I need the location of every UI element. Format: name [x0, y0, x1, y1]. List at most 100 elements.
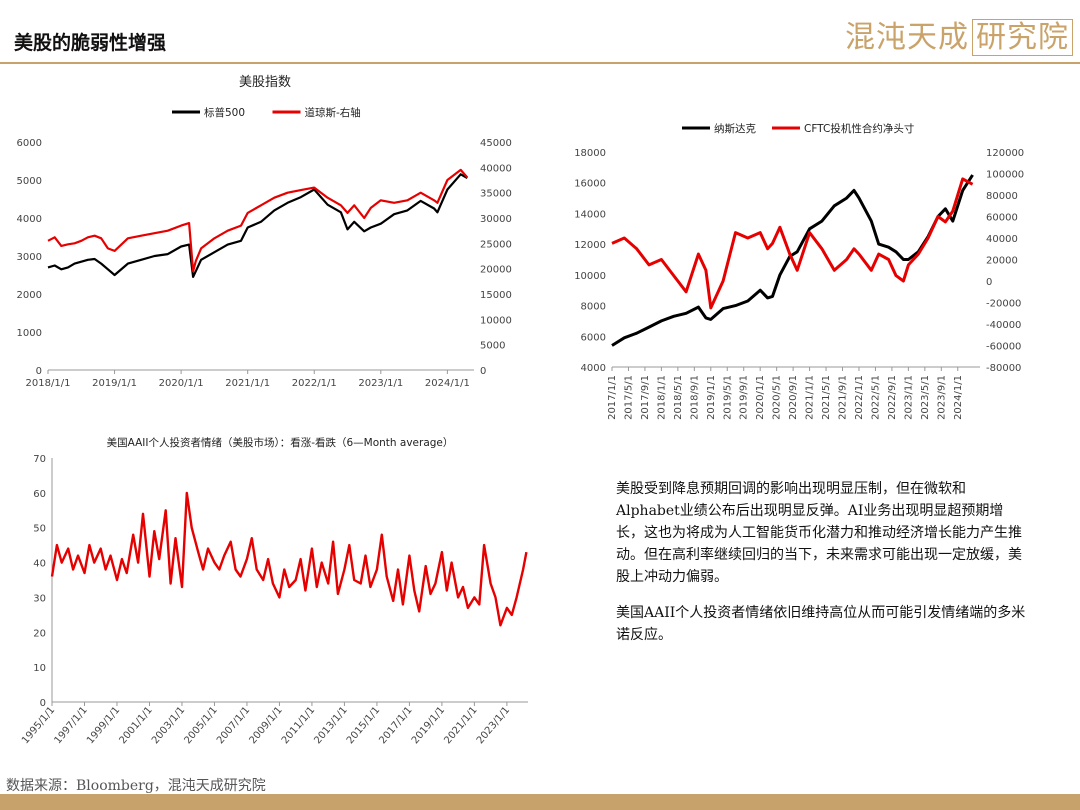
- legend-label-1: 道琼斯-右轴: [305, 106, 361, 119]
- x-tick-label: 2009/1/1: [247, 705, 284, 746]
- us-stock-index-chart: 美股指数 0 1000 2000 3000 4000 5000 6000 0 5000 10000 1…: [17, 75, 512, 389]
- commentary: 美股受到降息预期回调的影响出现明显压制，但在微软和Alphabet业绩公布后出现…: [616, 478, 1026, 660]
- y-tick-label: 50: [33, 524, 46, 535]
- y-tick-label: 16000: [574, 179, 606, 190]
- legend-label-0: 纳斯达克: [714, 122, 756, 135]
- x-tick-label: 2023/9/1: [936, 375, 947, 420]
- x-tick-label: 1997/1/1: [52, 705, 89, 746]
- x-tick-label: 2017/1/1: [377, 705, 414, 746]
- y2-tick-label: 15000: [480, 290, 512, 301]
- y-tick-label: 30: [33, 593, 46, 604]
- legend-label-0: 标普500: [204, 106, 245, 119]
- y2-tick-label: 80000: [986, 191, 1018, 202]
- y2-tick-label: 0: [480, 366, 486, 377]
- y2-tick-label: 35000: [480, 189, 512, 200]
- x-tick-label: 2024/1/1: [425, 378, 470, 389]
- header-divider: [0, 62, 1080, 64]
- x-tick-label: 2019/1/1: [706, 375, 717, 420]
- y-tick-label: 8000: [581, 302, 606, 313]
- x-tick-label: 2020/9/1: [788, 375, 799, 420]
- y2-tick-label: -60000: [986, 342, 1021, 353]
- y2-tick-label: -20000: [986, 299, 1021, 310]
- y2-tick-label: 120000: [986, 148, 1024, 159]
- x-tick-label: 2021/9/1: [838, 375, 849, 420]
- x-tick-label: 2022/9/1: [887, 375, 898, 420]
- company-logo: 混沌天成 研究院: [845, 12, 1073, 56]
- y2-tick-label: 25000: [480, 239, 512, 250]
- y2-tick-label: 0: [986, 277, 992, 288]
- x-tick-label: 2020/1/1: [755, 375, 766, 420]
- x-tick-label: 2018/9/1: [689, 375, 700, 420]
- series-line-1: [611, 177, 974, 310]
- series-line-0: [50, 491, 528, 627]
- y-tick-label: 12000: [574, 240, 606, 251]
- x-tick-label: 2011/1/1: [280, 705, 317, 746]
- y-tick-label: 20: [33, 628, 46, 639]
- x-tick-label: 2020/5/1: [772, 375, 783, 420]
- y2-tick-label: -80000: [986, 363, 1021, 374]
- y-tick-label: 5000: [17, 176, 42, 187]
- commentary-paragraph-1: 美股受到降息预期回调的影响出现明显压制，但在微软和Alphabet业绩公布后出现…: [616, 481, 1022, 585]
- x-tick-label: 2013/1/1: [312, 705, 349, 746]
- x-tick-label: 2023/1/1: [475, 705, 512, 746]
- chart-title: 美股指数: [239, 75, 291, 90]
- series-line-0: [611, 174, 974, 347]
- chart-title: 美国AAII个人投资者情绪（美股市场）：看涨-看跌（6—Month averag…: [107, 436, 454, 449]
- legend-label-1: CFTC投机性合约净头寸: [804, 122, 914, 135]
- y2-tick-label: 45000: [480, 138, 512, 149]
- y-tick-label: 4000: [17, 214, 42, 225]
- y-tick-label: 0: [36, 366, 42, 377]
- x-tick-label: 2003/1/1: [150, 705, 187, 746]
- x-tick-label: 2015/1/1: [345, 705, 382, 746]
- x-tick-label: 2019/9/1: [739, 375, 750, 420]
- footer-bar: [0, 794, 1080, 810]
- y-tick-label: 6000: [17, 138, 42, 149]
- x-tick-label: 2001/1/1: [117, 705, 154, 746]
- y-tick-label: 40: [33, 559, 46, 570]
- aaii-sentiment-chart: 美国AAII个人投资者情绪（美股市场）：看涨-看跌（6—Month averag…: [20, 436, 528, 746]
- y-tick-label: 6000: [581, 332, 606, 343]
- y-tick-label: 18000: [574, 148, 606, 159]
- x-tick-label: 2022/1/1: [854, 375, 865, 420]
- y2-tick-label: 10000: [480, 315, 512, 326]
- y2-tick-label: 100000: [986, 170, 1024, 181]
- nasdaq-cftc-chart: 4000 6000 8000 10000 12000 14000 16000 18000 -80…: [574, 122, 1024, 420]
- y2-tick-label: 40000: [986, 234, 1018, 245]
- y-tick-label: 4000: [581, 363, 606, 374]
- series-line-0: [47, 173, 468, 278]
- y-tick-label: 2000: [17, 290, 42, 301]
- x-tick-label: 2017/9/1: [640, 375, 651, 420]
- x-tick-label: 2023/1/1: [903, 375, 914, 420]
- y2-tick-label: 20000: [480, 265, 512, 276]
- page-title: 美股的脆弱性增强: [14, 32, 167, 54]
- y2-tick-label: -40000: [986, 320, 1021, 331]
- x-tick-label: 2021/1/1: [225, 378, 270, 389]
- x-tick-label: 2022/5/1: [870, 375, 881, 420]
- x-tick-label: 2021/1/1: [442, 705, 479, 746]
- x-tick-label: 2020/1/1: [159, 378, 204, 389]
- x-tick-label: 2017/5/1: [623, 375, 634, 420]
- x-tick-label: 2005/1/1: [182, 705, 219, 746]
- y2-tick-label: 5000: [480, 341, 505, 352]
- x-tick-label: 2018/5/1: [673, 375, 684, 420]
- x-tick-label: 2024/1/1: [953, 375, 964, 420]
- logo-text: 混沌天成: [845, 20, 969, 55]
- series-line-1: [47, 168, 469, 273]
- y-tick-label: 1000: [17, 328, 42, 339]
- x-tick-label: 2021/1/1: [805, 375, 816, 420]
- x-tick-label: 2023/1/1: [358, 378, 403, 389]
- y2-tick-label: 30000: [480, 214, 512, 225]
- y-tick-label: 0: [40, 698, 46, 709]
- y-tick-label: 60: [33, 489, 46, 500]
- x-tick-label: 2017/1/1: [607, 375, 618, 420]
- y-tick-label: 70: [33, 454, 46, 465]
- x-tick-label: 2019/1/1: [92, 378, 137, 389]
- y-tick-label: 10: [33, 663, 46, 674]
- y2-tick-label: 20000: [986, 256, 1018, 267]
- commentary-paragraph-2: 美国AAII个人投资者情绪依旧维持高位从而可能引发情绪端的多米诺反应。: [616, 605, 1026, 643]
- x-tick-label: 2018/1/1: [656, 375, 667, 420]
- x-tick-label: 2007/1/1: [215, 705, 252, 746]
- x-tick-label: 2021/5/1: [821, 375, 832, 420]
- y-tick-label: 3000: [17, 252, 42, 263]
- x-tick-label: 2018/1/1: [26, 378, 71, 389]
